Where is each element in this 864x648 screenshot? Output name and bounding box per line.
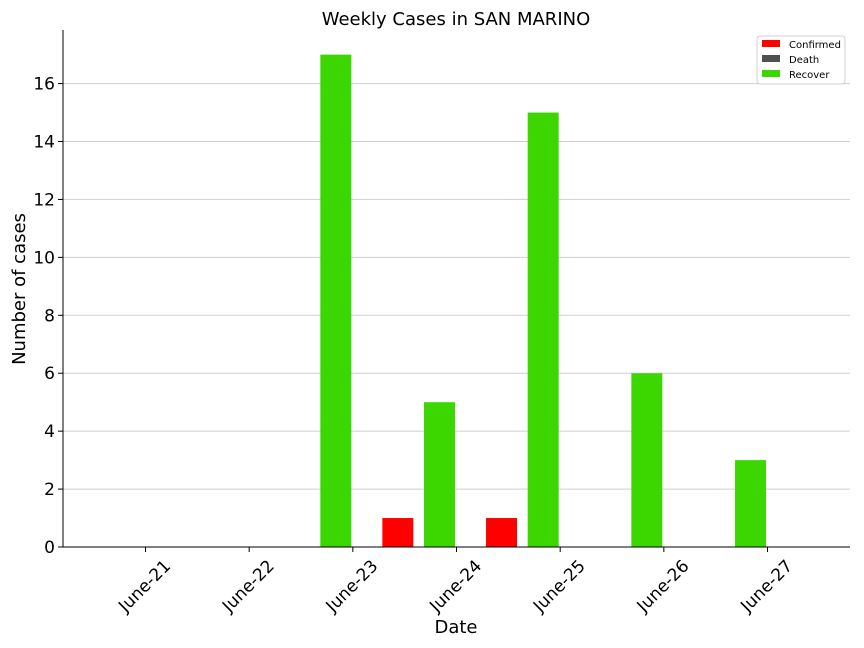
- x-tick-label: June-24: [425, 556, 486, 617]
- y-axis-title: Number of cases: [9, 213, 30, 365]
- y-tick-label: 0: [44, 538, 55, 558]
- legend-label: Recover: [789, 70, 830, 81]
- x-tick-label: June-21: [114, 556, 175, 617]
- grid-lines: [63, 83, 850, 490]
- bar-recover: [320, 54, 352, 547]
- bar-recover: [424, 402, 456, 547]
- bars: [320, 54, 767, 548]
- legend: Confirmed Death Recover: [756, 35, 846, 85]
- axes: [62, 30, 850, 548]
- legend-label: Confirmed: [789, 40, 841, 51]
- legend-swatch: [762, 55, 780, 62]
- bar-recover: [631, 373, 663, 547]
- x-tick-label: June-27: [736, 556, 797, 617]
- y-tick-label: 8: [44, 306, 55, 326]
- legend-label: Death: [789, 55, 819, 66]
- legend-swatch: [762, 70, 780, 77]
- x-tick-label: June-25: [529, 556, 590, 617]
- y-ticks: 0 2 4 6 8 10 12 14 16: [33, 75, 63, 558]
- bar-confirmed: [486, 518, 518, 547]
- y-tick-label: 14: [33, 133, 55, 153]
- y-tick-label: 10: [33, 248, 55, 268]
- x-axis-title: Date: [434, 617, 477, 638]
- bar-recover: [527, 112, 559, 548]
- legend-swatch: [762, 40, 780, 47]
- x-ticks: June-21 June-22 June-23 June-24 June-25 June-…: [114, 547, 797, 617]
- y-tick-label: 16: [33, 75, 55, 95]
- x-tick-label: June-26: [633, 556, 694, 617]
- chart-title: Weekly Cases in SAN MARINO: [322, 9, 591, 30]
- bar-confirmed: [382, 518, 414, 547]
- y-tick-label: 4: [44, 422, 55, 442]
- y-tick-label: 2: [44, 480, 55, 500]
- x-tick-label: June-22: [218, 556, 279, 617]
- bar-recover: [735, 460, 767, 547]
- y-tick-label: 6: [44, 364, 55, 384]
- x-tick-label: June-23: [322, 556, 383, 617]
- y-tick-label: 12: [33, 190, 55, 210]
